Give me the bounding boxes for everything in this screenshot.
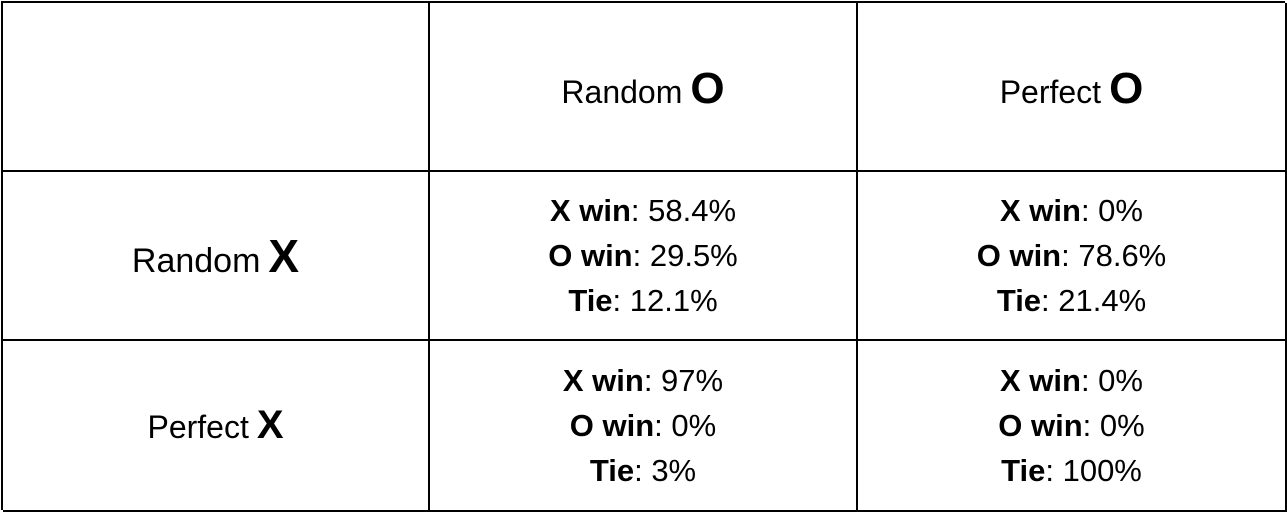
row-header-perfect-x: Perfect X	[3, 341, 430, 512]
x-symbol: X	[256, 403, 284, 447]
tie-line: Tie: 3%	[590, 448, 696, 493]
o-win-line: O win: 0%	[998, 403, 1144, 448]
o-win-value: : 29.5%	[632, 238, 738, 273]
tie-label: Tie	[1001, 453, 1046, 488]
result-cell-random-x-random-o: X win: 58.4% O win: 29.5% Tie: 12.1%	[430, 172, 858, 341]
o-symbol: O	[1109, 63, 1144, 113]
tie-value: : 3%	[634, 453, 697, 488]
x-win-label: X win	[549, 193, 631, 228]
x-win-label: X win	[1000, 363, 1081, 398]
x-win-value: : 58.4%	[630, 193, 737, 228]
o-win-label: O win	[976, 238, 1062, 273]
column-header-perfect-o: Perfect O	[858, 3, 1287, 172]
x-symbol: X	[268, 229, 300, 282]
x-win-line: X win: 97%	[563, 358, 723, 403]
column-header-random-o: Random O	[430, 3, 858, 172]
x-win-label: X win	[1000, 193, 1081, 228]
tie-label: Tie	[996, 283, 1042, 318]
x-win-line: X win: 58.4%	[550, 188, 736, 233]
x-win-value: : 0%	[1080, 363, 1143, 398]
o-win-value: : 0%	[1082, 408, 1145, 443]
o-win-line: O win: 29.5%	[548, 233, 738, 278]
tie-label: Tie	[589, 453, 635, 488]
x-win-label: X win	[562, 363, 644, 398]
row-header-random-x: Random X	[3, 172, 430, 341]
row-header-word: Random	[131, 241, 261, 280]
column-header-word: Random	[561, 73, 683, 110]
o-win-value: : 0%	[654, 408, 717, 443]
result-cell-perfect-x-random-o: X win: 97% O win: 0% Tie: 3%	[430, 341, 858, 512]
o-win-label: O win	[569, 408, 655, 443]
corner-cell	[3, 3, 430, 172]
x-win-value: : 97%	[643, 363, 724, 398]
result-cell-perfect-x-perfect-o: X win: 0% O win: 0% Tie: 100%	[858, 341, 1287, 512]
result-cell-random-x-perfect-o: X win: 0% O win: 78.6% Tie: 21.4%	[858, 172, 1287, 341]
tie-value: : 100%	[1045, 453, 1142, 488]
tie-line: Tie: 12.1%	[568, 278, 717, 323]
o-win-line: O win: 0%	[570, 403, 716, 448]
o-win-line: O win: 78.6%	[977, 233, 1167, 278]
x-win-value: : 0%	[1080, 193, 1143, 228]
tie-label: Tie	[568, 283, 613, 318]
row-header-word: Perfect	[147, 409, 249, 445]
tie-value: : 21.4%	[1041, 283, 1147, 318]
x-win-line: X win: 0%	[1000, 358, 1143, 403]
o-win-label: O win	[998, 408, 1083, 443]
o-symbol: O	[690, 63, 725, 113]
x-win-line: X win: 0%	[1000, 188, 1143, 233]
tie-value: : 12.1%	[612, 283, 718, 318]
o-win-label: O win	[548, 238, 633, 273]
o-win-value: : 78.6%	[1061, 238, 1167, 273]
column-header-word: Perfect	[999, 73, 1102, 110]
tie-line: Tie: 21.4%	[997, 278, 1146, 323]
tie-line: Tie: 100%	[1001, 448, 1142, 493]
